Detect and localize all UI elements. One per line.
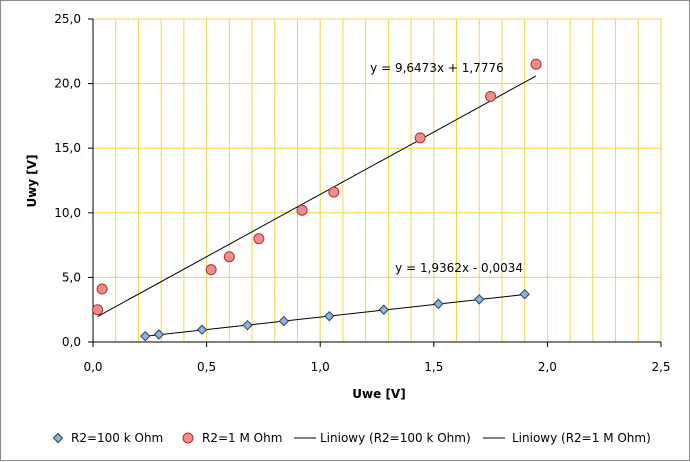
data-point-100k	[242, 319, 253, 331]
equation-1m: y = 9,6473x + 1,7776	[370, 61, 504, 75]
x-tick-label: 1,5	[424, 360, 443, 374]
data-point-1m	[223, 251, 235, 263]
x-tick-label: 0,5	[197, 360, 216, 374]
data-point-100k	[196, 324, 208, 335]
y-tick-label: 25,0	[54, 12, 81, 26]
legend-marker-1m	[182, 432, 194, 444]
data-point-100k	[378, 304, 390, 315]
legend-label-100k: R2=100 k Ohm	[71, 431, 163, 445]
data-point-100k	[433, 298, 444, 310]
trendline-100k	[145, 294, 525, 337]
data-point-1m	[530, 58, 542, 70]
data-point-100k	[278, 315, 290, 327]
data-point-1m	[328, 186, 340, 198]
data-point-1m	[92, 304, 104, 316]
trendline-1m	[97, 75, 537, 317]
legend-label-1m: R2=1 M Ohm	[202, 431, 282, 445]
trendline-equations: y = 1,9362x - 0,0034 y = 9,6473x + 1,7776	[370, 61, 523, 275]
tick-labels: 0,0 5,0 10,0 15,0 20,0 25,0 0,0 0,5 1,0 1,5 2,0 2,5	[54, 12, 670, 374]
data-point-1m	[296, 204, 308, 216]
y-tick-label: 15,0	[54, 141, 81, 155]
data-point-100k	[324, 310, 335, 322]
legend-label-trend-1m: Liniowy (R2=1 M Ohm)	[512, 431, 651, 445]
plot-background	[93, 19, 661, 342]
data-point-1m	[485, 91, 497, 103]
gridlines	[93, 18, 662, 342]
data-points	[92, 58, 542, 342]
legend: R2=100 k Ohm R2=1 M Ohm Liniowy (R2=100 k …	[52, 431, 651, 445]
y-tick-label: 10,0	[54, 206, 81, 220]
data-point-100k	[153, 329, 165, 340]
legend-label-trend-100k: Liniowy (R2=100 k Ohm)	[320, 431, 471, 445]
data-point-100k	[474, 294, 485, 305]
data-point-1m	[96, 283, 108, 295]
plot-area: y = 1,9362x - 0,0034 y = 9,6473x + 1,7776	[88, 18, 662, 347]
x-tick-label: 0,0	[83, 360, 102, 374]
data-point-1m	[205, 264, 217, 276]
data-point-1m	[414, 132, 426, 144]
trendlines	[97, 75, 537, 337]
data-point-100k	[140, 330, 151, 342]
y-axis-title: Uwy [V]	[25, 154, 39, 207]
axes	[88, 18, 662, 347]
y-tick-label: 0,0	[62, 335, 81, 349]
equation-100k: y = 1,9362x - 0,0034	[395, 261, 523, 275]
x-axis-title: Uwe [V]	[352, 387, 405, 401]
legend-marker-100k	[52, 432, 64, 444]
data-point-100k	[519, 288, 530, 300]
y-tick-label: 20,0	[54, 77, 81, 91]
x-tick-label: 1,0	[311, 360, 330, 374]
data-point-1m	[253, 233, 265, 245]
x-tick-label: 2,0	[538, 360, 557, 374]
x-tick-label: 2,5	[651, 360, 670, 374]
y-tick-label: 5,0	[62, 270, 81, 284]
